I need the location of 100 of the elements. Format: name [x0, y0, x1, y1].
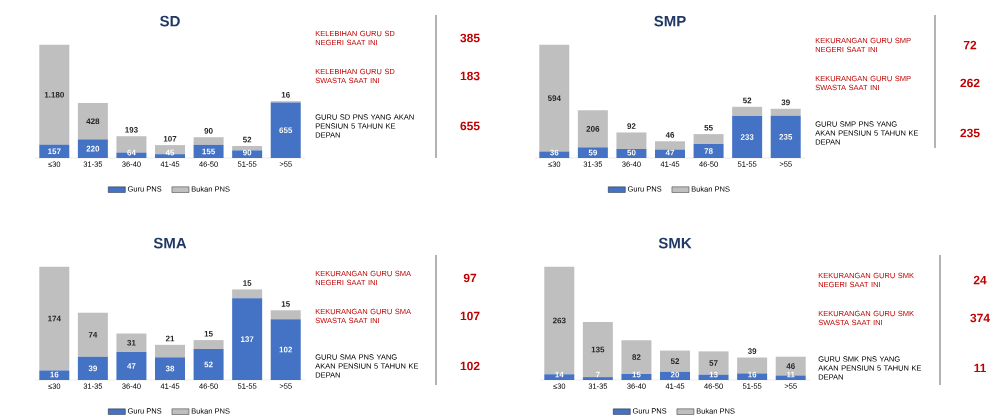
bar [193, 349, 224, 380]
text: 183 [460, 71, 480, 81]
bar [582, 377, 613, 380]
bar [193, 144, 224, 158]
bar [737, 373, 768, 380]
data-label: 46 [786, 363, 795, 369]
chart-title: SMA [153, 237, 187, 249]
bar [582, 321, 613, 378]
data-label: 102 [279, 346, 293, 353]
text: 24 [973, 275, 987, 285]
data-label: 57 [709, 360, 718, 366]
data-label: 157 [48, 148, 61, 155]
bar [655, 141, 685, 150]
bar [577, 147, 608, 158]
data-label: 235 [779, 134, 793, 140]
data-label: 16 [50, 371, 59, 378]
data-label: 13 [709, 371, 718, 378]
text: 107 [460, 311, 480, 321]
bar [155, 154, 186, 158]
bar [693, 134, 724, 144]
data-label: 21 [165, 335, 175, 342]
text: 97 [463, 273, 477, 283]
data-label: 52 [670, 358, 680, 365]
text: 262 [960, 78, 980, 88]
data-label: 135 [591, 346, 605, 353]
bar [232, 298, 263, 380]
bar [39, 144, 70, 158]
bar [39, 44, 70, 145]
chart-title: SMK [658, 237, 692, 249]
bar [193, 340, 224, 349]
bar [232, 289, 263, 299]
data-label: 39 [88, 365, 98, 372]
bar [193, 137, 224, 145]
data-label: 155 [202, 148, 216, 155]
data-label: 233 [740, 134, 754, 140]
data-label: 38 [165, 365, 175, 372]
data-label: 74 [88, 331, 98, 338]
bar [116, 333, 147, 352]
bar [732, 116, 763, 158]
data-label: 55 [704, 124, 713, 131]
bar [577, 110, 608, 148]
data-label: 52 [742, 97, 752, 104]
data-label: 428 [86, 118, 100, 125]
data-label: 39 [781, 99, 790, 106]
text: 374 [970, 313, 990, 323]
text: 102 [460, 361, 480, 371]
bar [39, 266, 70, 371]
data-label: 47 [665, 149, 675, 156]
data-label: 7 [595, 371, 600, 378]
data-label: 46 [665, 132, 675, 138]
data-label: 15 [281, 301, 290, 307]
chart-title: SD [160, 15, 180, 27]
bar [660, 350, 690, 372]
bar [775, 356, 806, 376]
text: 72 [963, 40, 977, 50]
bar [77, 139, 108, 158]
text: 235 [960, 128, 980, 138]
data-label: 50 [627, 149, 636, 156]
data-label: 16 [748, 371, 757, 378]
data-label: 36 [550, 149, 559, 156]
data-label: 82 [632, 354, 641, 360]
text: 385 [460, 33, 480, 43]
bar [155, 344, 186, 358]
data-label: 20 [670, 371, 680, 378]
bar [155, 357, 186, 380]
bar [155, 145, 186, 155]
bar [270, 310, 301, 320]
chart-title: SMP [654, 15, 686, 27]
bar [770, 115, 801, 158]
text: 11 [974, 363, 986, 373]
bar [77, 103, 108, 140]
bar [270, 319, 301, 380]
data-label: 59 [588, 149, 598, 156]
data-label: 15 [204, 330, 213, 337]
data-label: 52 [242, 136, 252, 143]
bar [77, 356, 108, 380]
data-label: 206 [586, 126, 600, 132]
bar [232, 145, 263, 151]
bar [39, 370, 70, 380]
data-label: 90 [242, 149, 252, 156]
data-label: 220 [86, 145, 100, 152]
data-label: 655 [279, 127, 293, 134]
data-label: 1.180 [44, 91, 64, 98]
data-label: 594 [547, 95, 561, 101]
data-label: 39 [747, 348, 757, 354]
data-label: 92 [627, 123, 636, 129]
data-label: 31 [127, 339, 136, 346]
bar [616, 149, 647, 158]
data-label: 15 [243, 280, 252, 286]
bar [270, 102, 301, 158]
data-label: 90 [204, 128, 213, 134]
bar [732, 106, 763, 117]
bar [232, 150, 263, 158]
data-label: 107 [163, 135, 177, 142]
text: 655 [460, 121, 480, 131]
data-label: 47 [127, 363, 136, 369]
data-label: 174 [48, 315, 61, 322]
bar [616, 132, 647, 149]
bar [116, 351, 147, 380]
data-label: 193 [125, 127, 138, 133]
